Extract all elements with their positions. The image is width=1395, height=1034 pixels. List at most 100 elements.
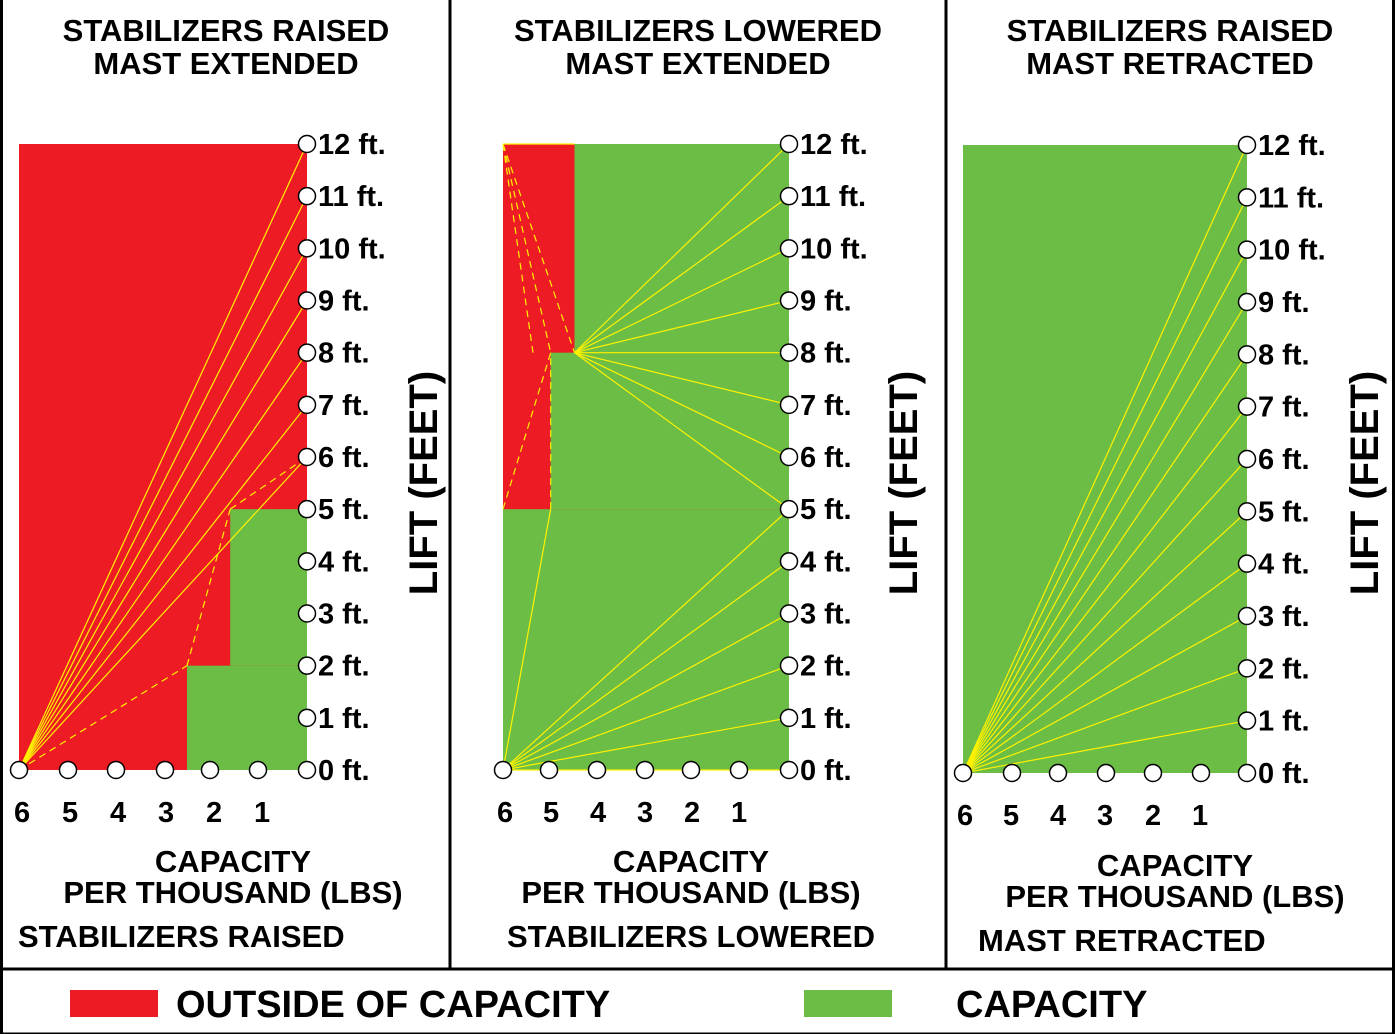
lift-tick-marker [779, 395, 799, 415]
panel-title-line-2: MAST EXTENDED [565, 46, 831, 81]
capacity-tick-label: 4 [590, 797, 606, 829]
lift-tick-marker [297, 447, 317, 467]
guide-line [574, 299, 790, 354]
guide-line [962, 563, 1248, 774]
lift-tick-marker [779, 760, 799, 780]
guide-line [18, 195, 308, 771]
capacity-area [550, 352, 789, 510]
capacity-tick-marker [200, 760, 220, 780]
legend-capacity-label: CAPACITY [956, 984, 1148, 1026]
lift-tick-marker [779, 447, 799, 467]
capacity-tick-label: 1 [254, 797, 270, 829]
guide-line [962, 615, 1248, 774]
footer-capacity-label: CAPACITY [1096, 848, 1254, 883]
lift-tick-label: 9 ft. [1258, 287, 1310, 319]
lift-tick-label: 11 ft. [1258, 182, 1324, 214]
footer-capacity-label: CAPACITY [612, 844, 770, 879]
capacity-tick-label: 3 [1097, 800, 1113, 832]
lift-tick-marker [297, 134, 317, 154]
guide-line [574, 352, 790, 510]
tick-markers [953, 135, 1257, 783]
panel-footer: CAPACITY PER THOUSAND (LBS) STABILIZERS … [456, 846, 926, 952]
lift-tick-marker [1237, 135, 1257, 155]
lift-tick-label: 1 ft. [800, 703, 852, 735]
lift-tick-marker [779, 499, 799, 519]
guide-line [18, 352, 308, 771]
lift-axis-label: LIFT (FEET) [402, 371, 446, 595]
lift-tick-marker [1237, 502, 1257, 521]
lift-tick-label: 1 ft. [1258, 706, 1310, 738]
guide-line [502, 665, 790, 771]
chart-panel-2: 0 ft. 1 ft. 2 ft. 3 ft. 4 ft. 5 ft. 6 ft. 7 ft.… [493, 129, 926, 829]
lift-tick-label: 7 ft. [800, 390, 852, 422]
lift-tick-marker [779, 343, 799, 362]
lift-tick-labels: 0 ft. 1 ft. 2 ft. 3 ft. 4 ft. 5 ft. 6 ft. 7 ft.… [1258, 130, 1326, 790]
lift-tick-marker [297, 395, 317, 415]
capacity-tick-label: 4 [110, 797, 126, 829]
lift-tick-marker [297, 186, 317, 206]
capacity-tick-marker [1002, 763, 1022, 783]
guide-line [962, 667, 1248, 774]
lift-tick-marker [1237, 554, 1257, 573]
chart-panel-3: 0 ft. 1 ft. 2 ft. 3 ft. 4 ft. 5 ft. 6 ft. 7 ft.… [953, 130, 1387, 832]
panel-footer: CAPACITY PER THOUSAND (LBS) STABILIZERS … [18, 846, 448, 952]
guide-line-dashed [229, 456, 308, 510]
lift-tick-marker [779, 134, 799, 154]
lift-tick-marker [297, 343, 317, 362]
lift-tick-label: 6 ft. [800, 442, 852, 474]
panel-footer: CAPACITY PER THOUSAND (LBS) MAST RETRACT… [960, 850, 1390, 956]
footer-mode-label: MAST RETRACTED [978, 923, 1266, 958]
lift-tick-label: 8 ft. [318, 338, 370, 370]
capacity-tick-label: 2 [206, 797, 222, 829]
lift-tick-marker [779, 708, 799, 728]
capacity-area [187, 665, 307, 770]
capacity-tick-label: 4 [1050, 800, 1066, 832]
lift-tick-label: 6 ft. [318, 442, 370, 474]
panel-raised-extended: STABILIZERS RAISED MAST EXTENDED CAPACIT… [4, 0, 448, 969]
lift-tick-label: 2 ft. [1258, 653, 1310, 685]
tick-markers [9, 134, 317, 780]
lift-tick-label: 2 ft. [318, 651, 370, 683]
capacity-tick-marker [953, 763, 973, 783]
capacity-tick-label: 6 [497, 797, 513, 829]
capacity-tick-marker [1143, 763, 1163, 783]
lift-tick-label: 4 ft. [800, 546, 852, 578]
lift-tick-label: 7 ft. [318, 390, 370, 422]
lift-tick-label: 6 ft. [1258, 444, 1310, 476]
panel-title: STABILIZERS LOWERED MAST EXTENDED [452, 14, 944, 80]
lift-tick-label: 3 ft. [1258, 601, 1310, 633]
capacity-tick-marker [729, 760, 749, 780]
guide-line [574, 143, 790, 354]
lift-tick-label: 12 ft. [1258, 130, 1326, 162]
capacity-tick-marker [9, 760, 29, 780]
footer-mode-label: STABILIZERS RAISED [18, 919, 345, 954]
capacity-area [230, 509, 307, 666]
lift-tick-label: 10 ft. [318, 233, 386, 265]
lift-tick-marker [297, 760, 317, 780]
capacity-tick-label: 2 [1145, 800, 1161, 832]
guide-line [962, 197, 1248, 774]
lift-tick-marker [1237, 397, 1257, 416]
lift-tick-marker [1237, 188, 1257, 207]
lift-axis-label: LIFT (FEET) [882, 371, 926, 595]
footer-per-thousand-label: PER THOUSAND (LBS) [63, 875, 403, 910]
capacity-tick-label: 5 [1003, 800, 1019, 832]
capacity-tick-label: 1 [731, 797, 747, 829]
chart-panel-1: 0 ft. 1 ft. 2 ft. 3 ft. 4 ft. 5 ft. 6 ft. 7 ft.… [9, 129, 446, 829]
guide-line [962, 458, 1248, 774]
guide-line [18, 143, 308, 771]
panel-title-line-2: MAST EXTENDED [93, 46, 359, 81]
lift-tick-label: 9 ft. [800, 286, 852, 318]
panel-lowered-extended: STABILIZERS LOWERED MAST EXTENDED CAPACI… [452, 0, 944, 969]
capacity-tick-marker [1191, 763, 1211, 783]
footer-capacity-label: CAPACITY [154, 844, 312, 879]
guide-line [574, 352, 790, 406]
capacity-tick-label: 3 [158, 797, 174, 829]
capacity-tick-marker [248, 760, 268, 780]
lift-tick-marker [1237, 449, 1257, 469]
lift-tick-label: 4 ft. [1258, 549, 1310, 581]
lift-tick-label: 4 ft. [318, 546, 370, 578]
